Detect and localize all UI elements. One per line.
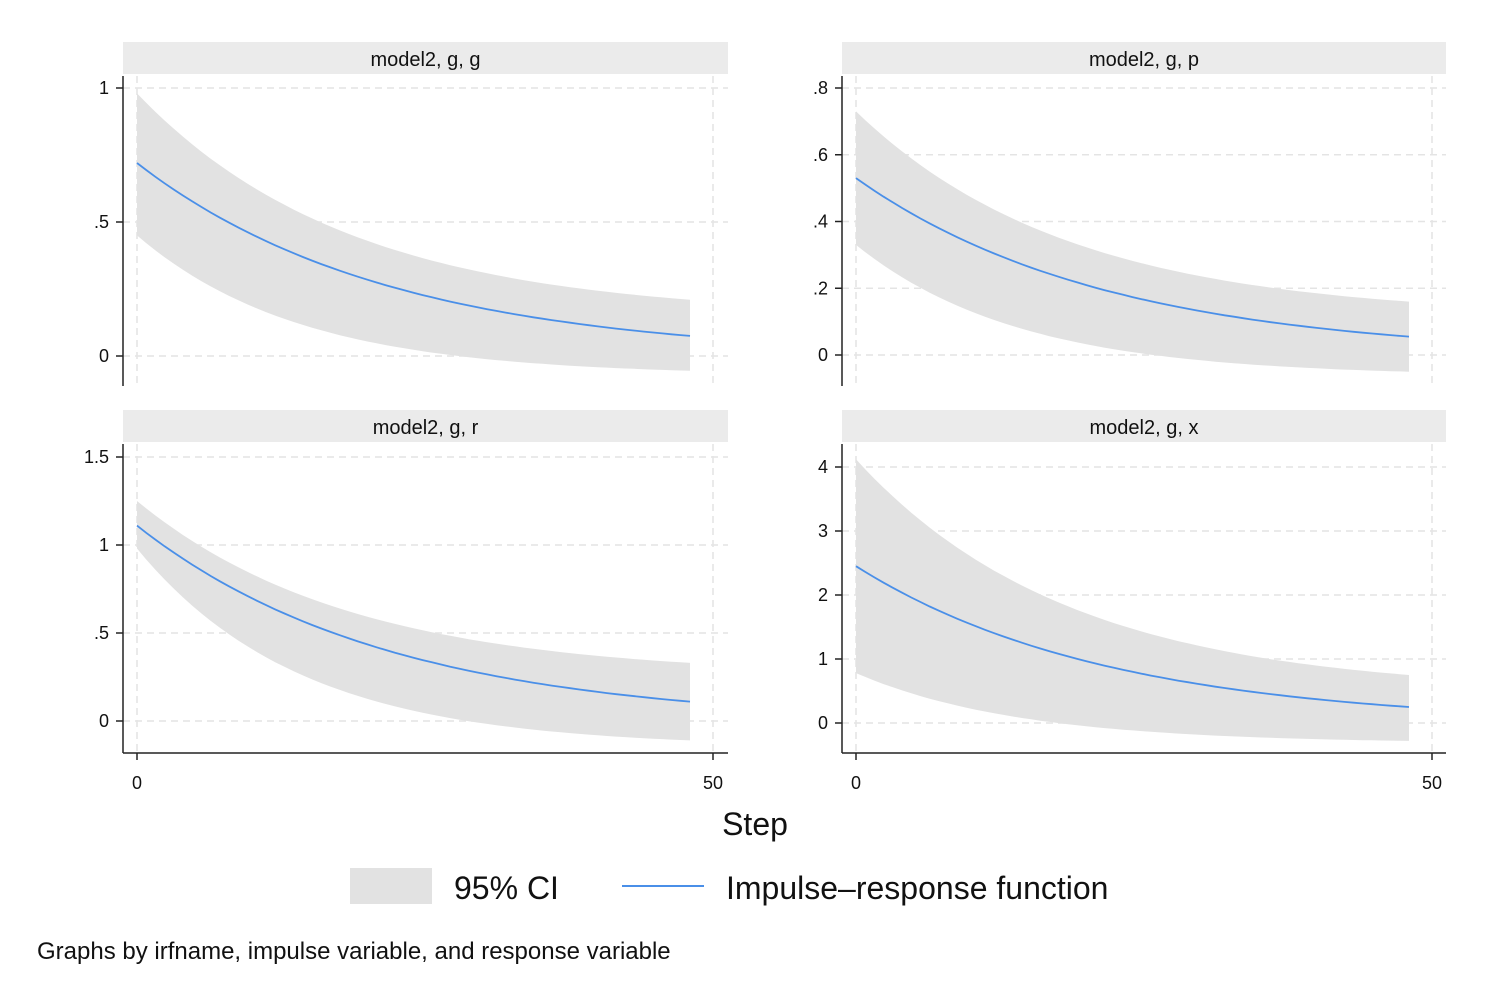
y-tick-label: 2 — [818, 585, 828, 605]
panel-title: model2, g, r — [373, 417, 479, 439]
y-tick-label: 0 — [99, 711, 109, 731]
x-axis-title: Step — [722, 806, 788, 842]
y-tick-label: 0 — [99, 346, 109, 366]
chart-note: Graphs by irfname, impulse variable, and… — [37, 938, 671, 965]
y-tick-label: .5 — [94, 623, 109, 643]
y-tick-label: 3 — [818, 521, 828, 541]
y-tick-label: .5 — [94, 212, 109, 232]
y-tick-label: 1 — [818, 649, 828, 669]
panel: model2, g, r 0 .5 1 1.5 0 50 — [84, 410, 728, 793]
irf-line — [855, 177, 1410, 338]
legend-ci-label: 95% CI — [454, 870, 559, 906]
x-tick-label: 0 — [132, 773, 142, 793]
y-tick-label: 1 — [99, 78, 109, 98]
y-tick-label: 0 — [818, 713, 828, 733]
legend: 95% CI Impulse–response function — [350, 868, 1108, 906]
x-tick-label: 50 — [1422, 773, 1442, 793]
legend-ci-swatch — [350, 868, 432, 904]
y-tick-label: .8 — [813, 78, 828, 98]
y-tick-label: 0 — [818, 345, 828, 365]
ci-band — [137, 501, 690, 741]
y-tick-label: .2 — [813, 278, 828, 298]
x-tick-label: 0 — [851, 773, 861, 793]
panel: model2, g, x 0 1 2 3 4 0 50 — [818, 410, 1446, 793]
irf-line — [855, 565, 1410, 708]
panel-title-strip — [842, 410, 1446, 442]
panel-title-strip — [842, 42, 1446, 74]
y-tick-label: 1.5 — [84, 447, 109, 467]
panel-title: model2, g, g — [370, 49, 480, 71]
panel-title: model2, g, p — [1089, 49, 1199, 71]
ci-band — [856, 111, 1409, 372]
irf-line — [136, 524, 691, 703]
y-tick-label: .6 — [813, 145, 828, 165]
panel: model2, g, p 0 .2 .4 .6 .8 — [813, 42, 1446, 386]
x-tick-label: 50 — [703, 773, 723, 793]
panel-title-strip — [123, 410, 728, 442]
panel-title-strip — [123, 42, 728, 74]
irf-line — [136, 162, 691, 337]
y-tick-label: 4 — [818, 457, 828, 477]
ci-band — [856, 459, 1409, 741]
legend-irf-label: Impulse–response function — [726, 870, 1108, 906]
y-tick-label: .4 — [813, 212, 828, 232]
ci-band — [137, 93, 690, 371]
y-tick-label: 1 — [99, 535, 109, 555]
panel-title: model2, g, x — [1090, 417, 1199, 439]
panel: model2, g, g 0 .5 1 — [94, 42, 728, 386]
